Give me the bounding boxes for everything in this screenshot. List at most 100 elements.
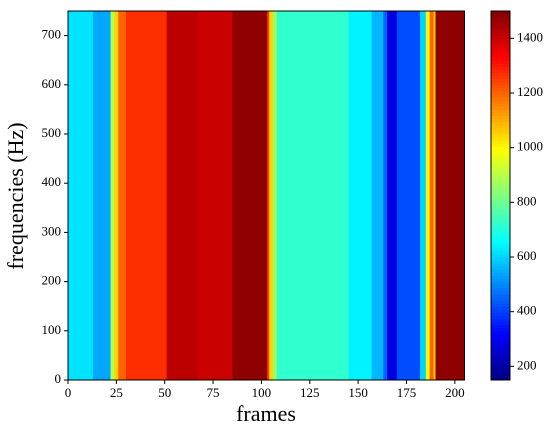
colorbar-segment (491, 346, 510, 350)
colorbar-segment (491, 296, 510, 301)
colorbar-segment (491, 257, 510, 261)
colorbar-segment (491, 364, 510, 369)
colorbar-segment (491, 146, 510, 150)
colorbar-segment (491, 75, 510, 80)
colorbar-segment (491, 321, 510, 326)
colorbar-segment (491, 244, 510, 249)
colorbar-segment (491, 100, 510, 104)
colorbar-tick-label: 600 (517, 248, 537, 263)
y-tick-label: 600 (42, 76, 62, 91)
colorbar-segment (491, 226, 510, 230)
colorbar-segment (491, 47, 510, 52)
colorbar-segment (491, 14, 510, 18)
colorbar-segment (491, 29, 510, 34)
colorbar-segment (491, 124, 510, 129)
colorbar-segment (491, 217, 510, 221)
heatmap-cell (114, 11, 119, 380)
heatmap-cell (420, 11, 427, 380)
colorbar-segment (491, 229, 510, 233)
colorbar-segment (491, 20, 510, 24)
heatmap-cell (267, 11, 270, 380)
colorbar-segment (491, 195, 510, 200)
x-tick-label: 200 (445, 385, 465, 400)
x-tick-label: 125 (300, 385, 320, 400)
colorbar-segment (491, 121, 510, 126)
colorbar-segment (491, 66, 510, 70)
heatmap-cell (433, 11, 436, 380)
colorbar-segment (491, 164, 510, 169)
colorbar-segment (491, 266, 510, 270)
colorbar-segment (491, 306, 510, 310)
heatmap-cell (68, 11, 94, 380)
heatmap-cell (273, 11, 278, 380)
colorbar-segment (491, 336, 510, 341)
colorbar-segment (491, 152, 510, 157)
colorbar-segment (491, 173, 510, 178)
colorbar-segment (491, 263, 510, 267)
colorbar-segment (491, 32, 510, 37)
colorbar-frame (490, 10, 511, 381)
colorbar-segment (491, 324, 510, 329)
colorbar-segment (491, 130, 510, 135)
colorbar-segment (491, 275, 510, 280)
colorbar-segment (491, 106, 510, 110)
colorbar-segment (491, 149, 510, 153)
colorbar-segment (491, 355, 510, 359)
colorbar-segment (491, 143, 510, 147)
colorbar-segment (491, 81, 510, 86)
x-tick-label: 25 (110, 385, 123, 400)
x-tick-label: 100 (252, 385, 272, 400)
colorbar-segment (491, 177, 510, 181)
colorbar-segment (491, 109, 510, 113)
colorbar-tick-label: 1000 (517, 139, 543, 154)
x-tick-label: 175 (397, 385, 417, 400)
heatmap-cell (118, 11, 127, 380)
y-tick-label: 300 (42, 223, 62, 238)
y-tick-label: 0 (55, 371, 62, 386)
colorbar-segment (491, 367, 510, 372)
y-axis-title: frequencies (Hz) (3, 122, 28, 269)
heatmap-cell (383, 11, 388, 380)
colorbar-segment (491, 349, 510, 353)
colorbar-segment (491, 97, 510, 101)
colorbar-segment (491, 23, 510, 27)
y-tick-label: 500 (42, 125, 62, 140)
colorbar-segment (491, 90, 510, 95)
heatmap-cell (197, 11, 233, 380)
y-tick-label: 100 (42, 322, 62, 337)
heatmap-cell (166, 11, 198, 380)
colorbar-segment (491, 235, 510, 240)
colorbar-segment (491, 103, 510, 107)
colorbar-segment (491, 192, 510, 196)
colorbar-segment (491, 60, 510, 64)
colorbar-segment (491, 373, 510, 378)
colorbar-segment (491, 330, 510, 335)
x-tick-label: 50 (158, 385, 171, 400)
heatmap-cell (425, 11, 431, 380)
colorbar-segment (491, 87, 510, 92)
heatmap-cell (435, 11, 465, 380)
heatmap-cell (371, 11, 384, 380)
x-tick-label: 150 (348, 385, 368, 400)
colorbar-segment (491, 84, 510, 89)
colorbar-segment (491, 269, 510, 273)
colorbar-segment (491, 281, 510, 286)
colorbar-segment (491, 207, 510, 212)
colorbar-segment (491, 213, 510, 218)
colorbar-segment (491, 167, 510, 172)
colorbar-segment (491, 26, 510, 30)
colorbar-segment (491, 170, 510, 175)
colorbar-segment (491, 17, 510, 21)
colorbar-segment (491, 250, 510, 255)
heatmap-cell (232, 11, 268, 380)
colorbar-segment (491, 201, 510, 206)
colorbar-segment (491, 327, 510, 332)
x-tick-label: 0 (65, 385, 72, 400)
colorbar-tick-label: 800 (517, 193, 537, 208)
colorbar-segment (491, 140, 510, 144)
colorbar-segment (491, 11, 510, 15)
colorbar-segment (491, 112, 510, 117)
colorbar-segment (491, 69, 510, 73)
colorbar-segment (491, 161, 510, 166)
